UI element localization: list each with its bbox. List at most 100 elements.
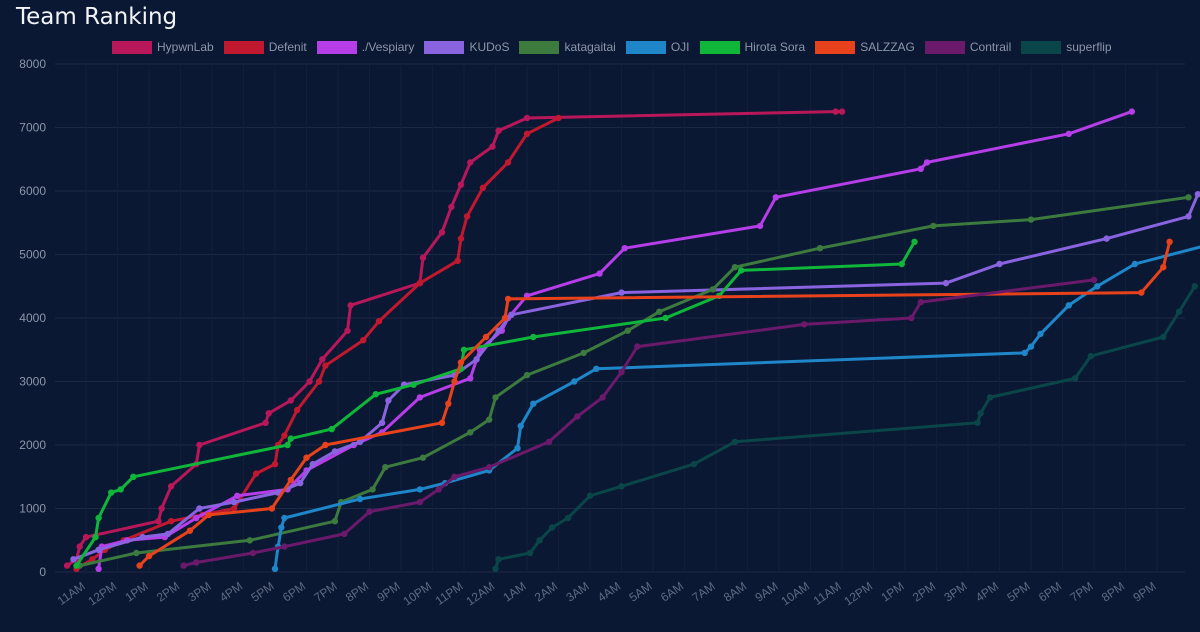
data-point (252, 470, 260, 477)
data-point (917, 298, 924, 306)
data-point (832, 108, 839, 115)
data-point (1175, 308, 1183, 315)
legend-swatch (223, 40, 264, 54)
x-tick-label: 1AM (500, 579, 528, 605)
legend-item[interactable]: ./Vespiary (316, 40, 414, 54)
data-point (930, 222, 937, 230)
data-point (977, 410, 984, 417)
data-point (306, 378, 313, 385)
data-point (482, 333, 490, 341)
data-point (347, 302, 354, 309)
x-tick-label: 6PM (280, 579, 308, 605)
data-point (230, 505, 238, 512)
data-point (1138, 289, 1145, 296)
legend-item[interactable]: HypwnLab (112, 40, 214, 54)
data-point (410, 381, 417, 388)
data-point (344, 327, 351, 334)
data-point (416, 486, 424, 493)
data-point (467, 159, 474, 166)
legend-item[interactable]: KUDoS (424, 40, 509, 54)
data-point (164, 530, 172, 538)
data-point (564, 514, 572, 522)
data-point (530, 333, 537, 341)
y-tick-label: 7000 (19, 121, 46, 135)
data-point (95, 565, 102, 572)
x-tick-label: 3AM (563, 579, 591, 605)
y-tick-label: 8000 (19, 57, 46, 71)
x-tick-label: 11AM (811, 579, 844, 608)
data-point (230, 498, 238, 506)
data-point (438, 419, 446, 426)
data-point (133, 549, 140, 557)
data-point (360, 337, 367, 344)
data-point (593, 365, 600, 372)
x-tick-label: 5AM (626, 579, 654, 605)
data-point (1194, 191, 1200, 198)
data-point (117, 486, 124, 493)
data-point (1103, 235, 1110, 242)
y-tick-label: 4000 (19, 311, 46, 325)
data-point (303, 454, 310, 461)
data-point (634, 343, 641, 350)
data-point (1094, 283, 1101, 290)
data-point (486, 464, 493, 471)
x-tick-label: 6AM (658, 579, 686, 605)
legend-label: KUDoS (469, 40, 510, 54)
legend-item[interactable]: OJI (625, 40, 690, 54)
legend-swatch (519, 40, 560, 54)
legend-swatch (1021, 40, 1062, 54)
data-point (599, 394, 606, 401)
data-point (193, 514, 200, 522)
legend-item[interactable]: katagaitai (519, 40, 616, 54)
series-line (71, 192, 1200, 561)
legend-label: Contrail (969, 40, 1012, 54)
legend-item[interactable]: superflip (1021, 40, 1112, 54)
data-point (249, 549, 257, 557)
data-point (501, 314, 509, 322)
data-point (73, 562, 80, 569)
data-point (139, 533, 146, 541)
x-tick-label: 7AM (689, 579, 717, 605)
legend-item[interactable]: Hirota Sora (699, 40, 805, 54)
data-point (1027, 216, 1035, 223)
data-point (1166, 238, 1173, 245)
data-point (234, 492, 241, 499)
legend-item[interactable]: SALZZAG (815, 40, 915, 54)
data-point (816, 245, 824, 252)
data-point (95, 514, 102, 522)
data-point (451, 473, 458, 480)
data-point (690, 460, 698, 468)
chart-title: Team Ranking (16, 4, 178, 30)
data-point (451, 378, 458, 385)
data-point (549, 524, 556, 531)
data-point (448, 203, 455, 211)
data-point (504, 295, 512, 303)
data-point (82, 533, 90, 541)
data-point (457, 359, 465, 366)
x-tick-label: 10PM (401, 579, 435, 608)
data-point (271, 565, 279, 572)
data-point (709, 286, 716, 293)
data-point (167, 518, 175, 525)
data-point (167, 483, 175, 490)
legend-item[interactable]: Contrail (924, 40, 1012, 54)
data-point (281, 514, 288, 522)
data-point (385, 397, 392, 404)
data-point (372, 391, 379, 398)
data-point (618, 368, 625, 376)
data-point (838, 108, 846, 115)
data-point (416, 498, 424, 506)
data-point (974, 419, 981, 426)
data-point (1065, 302, 1073, 309)
data-point (523, 371, 531, 379)
legend-item[interactable]: Defenit (223, 40, 307, 54)
data-point (479, 184, 487, 191)
data-point (1087, 352, 1095, 360)
data-point (331, 448, 339, 455)
x-tick-label: 2AM (532, 579, 560, 605)
data-point (571, 378, 578, 385)
data-point (738, 267, 745, 274)
data-point (1185, 213, 1192, 220)
data-point (1185, 194, 1192, 201)
y-tick-label: 3000 (19, 375, 46, 389)
